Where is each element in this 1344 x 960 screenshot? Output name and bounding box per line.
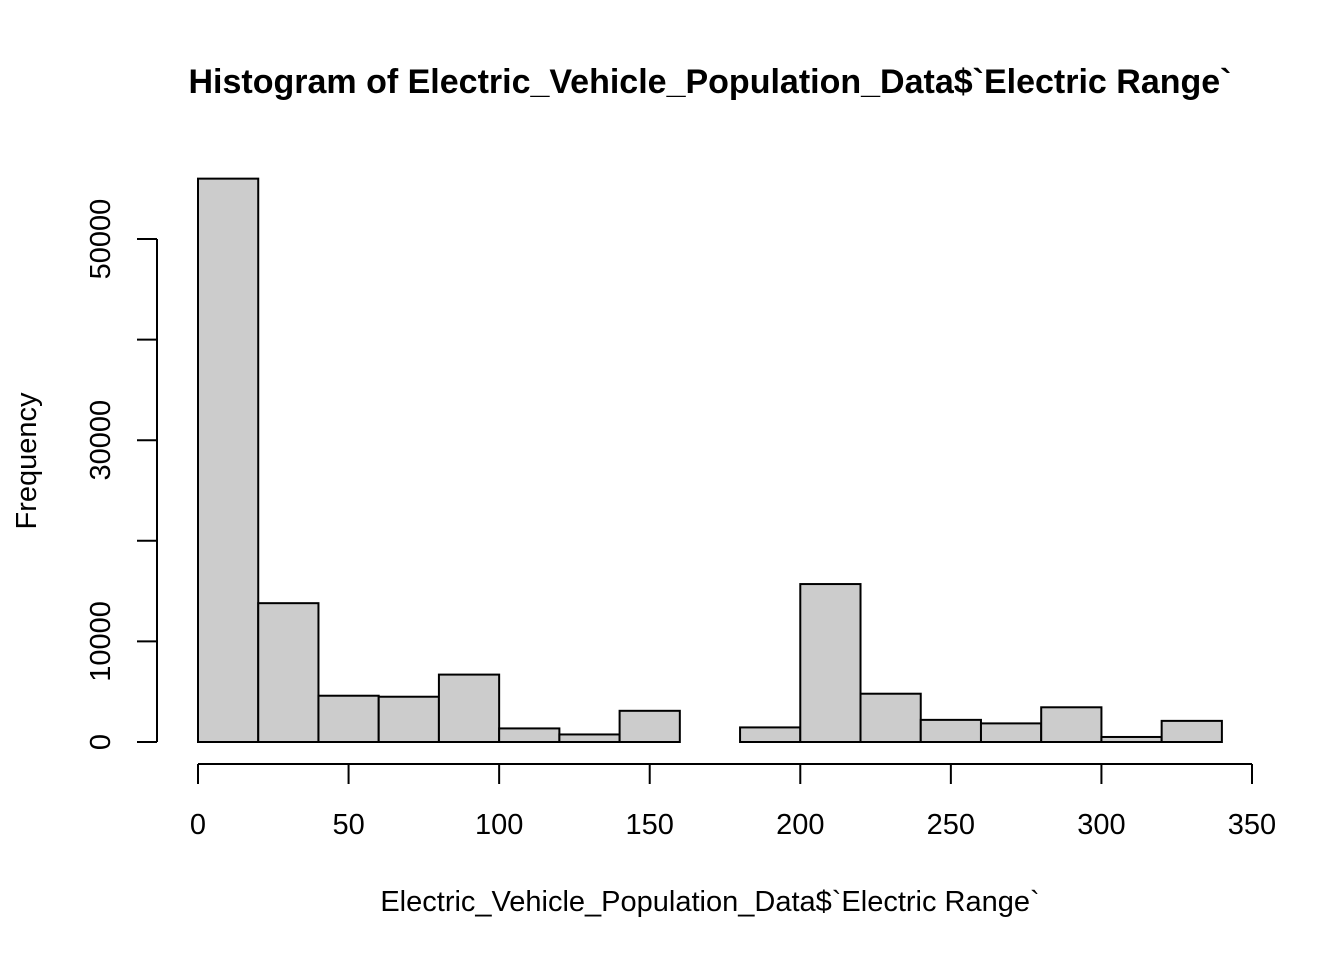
histogram-bar-20-40 (257, 602, 320, 743)
histogram-bar-80-100 (437, 673, 501, 744)
chart-title: Histogram of Electric_Vehicle_Population… (189, 63, 1232, 101)
histogram-bar-260-280 (979, 722, 1043, 743)
x-tick-label-350: 350 (1228, 809, 1276, 841)
y-axis-label: Frequency (11, 392, 43, 530)
x-tick-label-100: 100 (475, 809, 523, 841)
histogram-bar-120-140 (558, 733, 621, 744)
histogram-bar-0-20 (197, 177, 260, 743)
histogram-bar-180-200 (739, 726, 802, 744)
y-tick-label-30000: 30000 (85, 400, 117, 481)
x-axis: 0 50 100 150 200 250 300 350 (190, 763, 1276, 841)
x-tick-label-200: 200 (776, 809, 824, 841)
histogram-bar-40-60 (317, 694, 380, 743)
bars-group (197, 177, 1223, 744)
x-tick-label-0: 0 (190, 809, 206, 841)
histogram-bar-100-120 (498, 727, 561, 744)
histogram-bar-220-240 (859, 692, 922, 743)
histogram-bar-140-160 (618, 709, 681, 744)
x-tick-label-50: 50 (332, 809, 364, 841)
y-axis: 0 10000 30000 50000 (85, 199, 158, 750)
x-axis-label: Electric_Vehicle_Population_Data$`Electr… (380, 886, 1039, 918)
histogram-bar-300-320 (1100, 735, 1163, 743)
histogram-bar-280-300 (1040, 706, 1103, 744)
histogram-bar-200-220 (799, 583, 862, 743)
y-tick-label-50000: 50000 (85, 199, 117, 280)
histogram-bar-240-260 (919, 718, 982, 743)
histogram-bar-320-340 (1160, 719, 1223, 744)
x-tick-label-250: 250 (927, 809, 975, 841)
y-tick-label-10000: 10000 (85, 601, 117, 682)
histogram-bar-60-80 (377, 695, 440, 743)
y-tick-label-0: 0 (85, 734, 117, 750)
x-tick-label-300: 300 (1077, 809, 1125, 841)
x-tick-label-150: 150 (626, 809, 674, 841)
